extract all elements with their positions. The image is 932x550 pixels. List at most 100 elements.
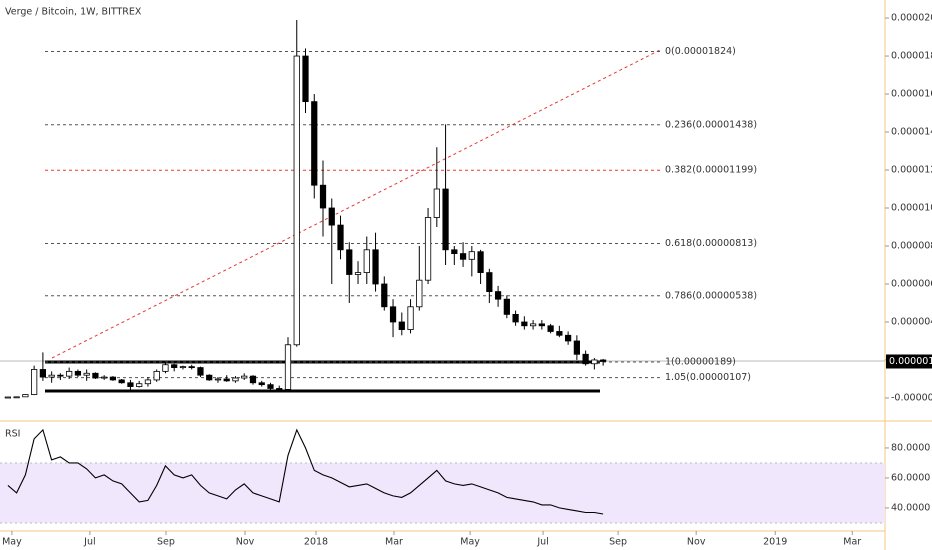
candle-body [83,372,90,376]
y-tick-label: 0.00001600 [891,89,932,100]
candle-body [241,375,248,379]
candle-body [13,396,20,399]
y-tick-label: 0.00001800 [891,51,932,62]
candle-body [127,382,134,387]
candle-body [468,251,475,260]
candle-body [442,188,449,251]
candle-body [31,369,38,395]
y-tick-label: 0.00001200 [891,165,932,176]
last-price-box [886,354,932,369]
fib-label: 1.05(0.00000107) [665,372,751,383]
y-tick-label: 40.0000 [891,502,930,513]
candle-body [214,378,222,381]
candle-body [328,207,335,226]
x-tick-label: May [460,537,480,548]
candle-body [591,359,598,365]
candle-body [459,253,467,260]
candle-body [22,394,29,398]
candle-body [407,306,414,330]
candle-body [319,184,327,209]
candle-body [416,279,423,308]
candle-body [92,372,99,379]
candle-body [136,383,143,387]
candle-body [538,323,545,327]
fib-label: 0.236(0.00001438) [665,119,757,130]
x-tick-label: May [2,537,22,548]
candle-body [486,272,493,292]
candle-body [521,321,528,327]
candle-body [565,334,572,342]
candle-body [153,370,160,381]
candle-body [179,366,187,369]
fib-label: 0(0.00001824) [665,46,736,57]
candle-body [48,374,55,378]
chart-title: Verge / Bitcoin, 1W, BITTREX [5,7,142,18]
y-tick-label: 0.00001000 [891,203,932,214]
candle-body [389,306,397,323]
x-tick-label: Nov [687,537,706,548]
candle-body [381,283,388,308]
x-tick-label: 2018 [304,537,328,548]
candle-body [206,374,213,381]
candle-body [4,396,11,399]
candle-body [512,313,519,323]
rsi-title: RSI [5,429,20,440]
candle-body [276,388,283,390]
fib-label: 0.382(0.00001199) [665,165,757,176]
candle-body [372,249,379,285]
candle-body [223,378,230,382]
x-tick-label: Nov [236,537,255,548]
candle-body [302,55,309,103]
candle-body [363,249,370,273]
candle-body [311,101,318,186]
candle-body [494,291,502,300]
candle-body [188,366,195,369]
candle-body [354,272,362,275]
x-tick-label: Sep [157,537,175,548]
candle-body [232,377,239,382]
candle-body [582,353,589,365]
candle-body [118,379,125,384]
candle-body [144,379,152,385]
candle-body [346,249,353,275]
candle-body [451,249,458,254]
y-tick-label: 80.0000 [891,442,930,453]
x-tick-label: Jul [536,537,548,548]
candle-body [556,331,563,336]
fib-label: 0.786(0.00000538) [665,290,757,301]
candle-body [337,224,344,251]
candle-body [57,374,64,377]
x-tick-label: 2019 [763,537,787,548]
rsi-line [7,428,604,515]
candle-body [547,325,554,332]
candle-body [600,359,607,362]
candle-body [258,382,265,386]
x-tick-label: Mar [843,537,861,548]
candle-body [477,251,484,273]
candle-body [66,370,73,377]
y-tick-label: -0.00000000 [891,392,932,403]
candle-body [529,323,537,327]
fib-label: 1(0.00000189) [665,357,736,368]
candle-body [162,364,169,372]
candle-body [433,188,440,218]
candle-body [197,367,204,376]
candle-body [39,369,47,378]
candle-body [424,217,432,281]
candle-body [101,376,108,379]
rsi-band [0,462,885,523]
candle-body [398,321,405,330]
y-tick-label: 0.00002000 [891,13,932,24]
x-tick-label: Mar [385,537,403,548]
x-tick-label: Jul [83,537,95,548]
x-tick-label: Sep [609,537,627,548]
y-tick-label: 0.00000800 [891,240,932,251]
candle-body [284,344,292,390]
candle-body [109,376,117,381]
y-tick-label: 0.00000400 [891,316,932,327]
candle-body [249,375,257,384]
candle-body [503,298,510,315]
y-tick-label: 0.00001400 [891,127,932,138]
